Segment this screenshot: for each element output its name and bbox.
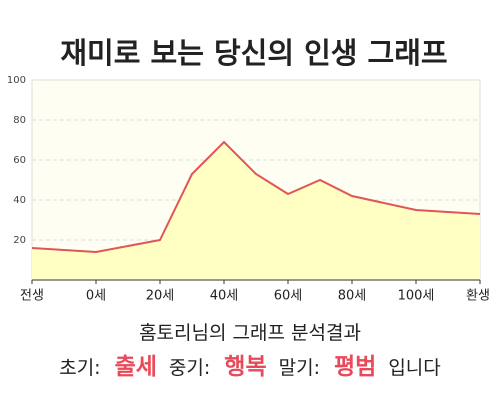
stage-value: 행복 — [224, 354, 267, 380]
x-tick-label: 100세 — [398, 289, 435, 304]
x-tick-label: 60세 — [274, 289, 303, 304]
x-tick-label: 40세 — [210, 289, 239, 304]
x-tick-label: 환생 — [466, 289, 490, 304]
result-line: 초기: 출세 중기: 행복 말기: 평범 입니다 — [0, 350, 500, 386]
chart: 재미로 보는 당신의 인생 그래프 20 40 60 80 100 전생 0세 20세 40세 6… — [7, 36, 490, 304]
y-tick-label: 20 — [13, 235, 26, 246]
x-tick-label: 80세 — [338, 289, 367, 304]
y-tick-label: 40 — [13, 195, 26, 206]
suffix: 입니다 — [388, 357, 441, 379]
x-tick-label: 0세 — [86, 289, 106, 304]
x-tick-label: 20세 — [146, 289, 175, 304]
result-heading: 홈토리님의 그래프 분석결과 — [139, 322, 361, 344]
chart-title: 재미로 보는 당신의 인생 그래프 — [60, 36, 447, 70]
stage-value: 평범 — [334, 354, 377, 380]
stage-label: 말기: — [278, 357, 320, 379]
stage-value: 출세 — [114, 354, 157, 380]
stage-label: 초기: — [59, 357, 101, 379]
stage-label: 중기: — [168, 357, 211, 379]
y-tick-label: 60 — [13, 155, 26, 166]
y-tick-label: 80 — [13, 115, 26, 126]
x-tick-label: 전생 — [20, 289, 44, 304]
line — [31, 140, 481, 254]
area — [32, 142, 480, 280]
y-tick-label: 100 — [7, 75, 26, 86]
